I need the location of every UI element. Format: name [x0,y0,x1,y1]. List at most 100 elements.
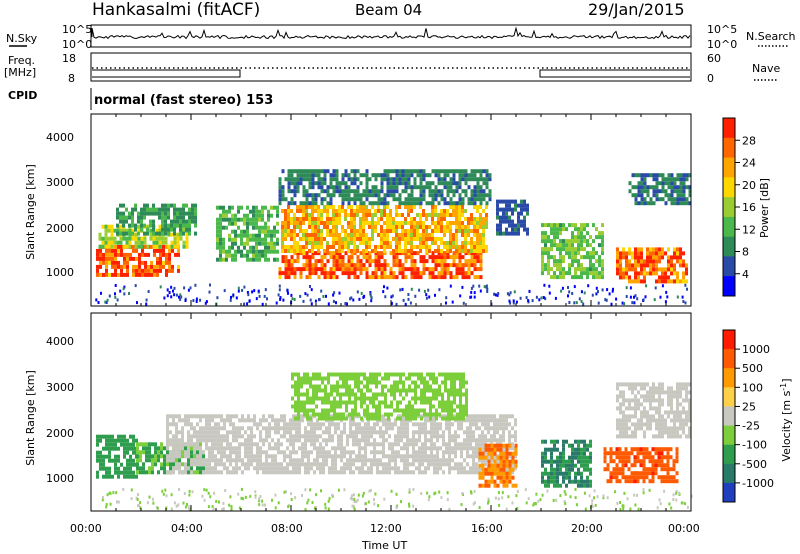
velocity-cell [451,434,454,439]
velocity-cell [391,466,394,471]
velocity-cell [355,458,358,463]
velocity-cell [436,454,439,459]
power-cell [383,251,387,256]
velocity-cell [460,466,463,471]
velocity-cell [187,438,190,443]
velocity-cell [493,454,496,459]
power-cell [216,245,219,250]
power-cell [338,185,342,190]
velocity-cell [345,400,348,405]
velocity-cell [105,474,108,479]
power-cell [670,193,674,198]
velocity-cell [211,458,214,463]
velocity-cell [310,450,313,455]
velocity-cell [196,470,199,475]
velocity-cell [391,454,394,459]
velocity-cell [193,462,196,467]
power-speckle [470,286,473,290]
velocity-cell [283,430,286,435]
power-cell [559,243,562,248]
power-cell [368,221,371,225]
power-cell [419,217,422,221]
power-cell [320,185,324,190]
velocity-cell [321,376,324,381]
power-cell [401,237,404,241]
power-cell [273,205,276,210]
power-cell [482,217,485,221]
power-cell [153,264,156,269]
velocity-cell [277,426,280,431]
power-cell [371,233,374,237]
power-cell [407,267,411,272]
power-cell [344,209,347,213]
power-panel: 4000 3000 2000 1000 Slant Range [km] [24,113,692,307]
velocity-cell [333,400,336,405]
velocity-cell [429,404,432,409]
power-cell [568,223,571,228]
power-speckle [568,301,571,304]
velocity-cell [382,446,385,451]
power-cell [155,236,159,241]
power-cell [443,245,446,249]
velocity-cell [448,426,451,431]
power-cell [643,279,646,284]
power-cell [404,181,408,186]
power-cell [404,259,408,264]
velocity-cell [361,454,364,459]
velocity-cell [300,380,303,385]
power-cell [350,251,354,256]
power-cell [553,271,556,276]
velocity-cell [280,462,283,467]
velocity-cell [322,430,325,435]
velocity-cell [211,442,214,447]
velocity-cell [235,462,238,467]
velocity-cell [337,470,340,475]
velocity-cell [364,438,367,443]
velocity-cell [417,396,420,401]
velocity-cell [226,434,229,439]
power-cell [299,225,302,229]
velocity-cell [268,470,271,475]
velocity-cell [327,376,330,381]
velocity-cell [325,462,328,467]
power-cell [601,247,604,252]
power-cell [541,255,544,260]
power-cell [676,259,679,264]
velocity-cell [280,426,283,431]
velocity-cell [175,414,178,419]
power-cell [353,181,357,186]
power-cell [676,185,680,190]
power-cell [353,209,356,213]
power-cell [511,227,514,232]
velocity-cell [384,396,387,401]
velocity-cell [385,454,388,459]
velocity-cell [178,442,181,447]
power-cell [673,255,676,260]
power-cell [544,251,547,256]
velocity-cell [105,466,108,471]
power-cell [137,224,141,229]
velocity-cell [435,380,438,385]
velocity-cell [367,466,370,471]
power-cell [149,219,152,224]
velocity-cell [304,454,307,459]
velocity-cell [403,418,406,423]
power-cell [386,237,389,241]
freq-label: Freq. [8,54,35,67]
velocity-cell [145,458,148,463]
velocity-cell [307,450,310,455]
velocity-cell [297,416,300,421]
velocity-cell [421,462,424,467]
velocity-cell [214,446,217,451]
power-cell [410,255,414,260]
power-cell [264,205,267,210]
velocity-cell [223,446,226,451]
power-cell [464,229,467,233]
power-cell [243,245,246,250]
velocity-cell [319,462,322,467]
power-cell [302,245,305,249]
velocity-cell [451,446,454,451]
power-cell [562,271,565,276]
power-cell [470,249,473,253]
velocity-cell [205,430,208,435]
